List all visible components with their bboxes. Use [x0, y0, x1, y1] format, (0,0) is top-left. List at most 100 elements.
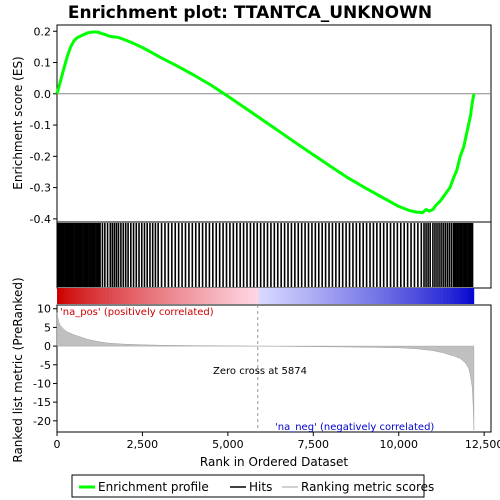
color-bar-segment	[407, 288, 412, 304]
color-bar-segment	[453, 288, 457, 304]
color-bar-segment	[376, 288, 381, 304]
color-bar-segment	[265, 288, 270, 304]
color-bar-segment	[237, 288, 242, 304]
color-bar-segment	[338, 288, 343, 304]
x-tick-label: 5,000	[212, 438, 244, 451]
color-bar-segment	[341, 288, 346, 304]
color-bar-segment	[185, 288, 190, 304]
color-bar-segment	[394, 288, 398, 304]
color-bar-segment	[195, 288, 200, 304]
color-bar-segment	[293, 288, 298, 304]
x-tick-label: 12,500	[465, 438, 500, 451]
color-bar-segment	[282, 288, 287, 304]
color-bar-segment	[303, 288, 308, 304]
color-bar-segment	[314, 288, 318, 304]
color-bar-segment	[390, 288, 395, 304]
es-tick-label: -0.4	[30, 213, 51, 226]
color-bar-segment	[400, 288, 405, 304]
legend-item-metric: Ranking metric scores	[301, 480, 434, 494]
color-bar-segment	[275, 288, 280, 304]
es-axis: 0.2 0.1 0.0 -0.1 -0.2 -0.3 -0.4	[30, 25, 57, 226]
color-bar-segment	[460, 288, 464, 304]
color-bar-segment	[456, 288, 461, 304]
color-bar-segment	[77, 288, 82, 304]
color-bar-segment	[373, 288, 377, 304]
color-bar-segment	[244, 288, 249, 304]
metric-tick-label: -15	[33, 396, 51, 409]
color-bar-segment	[81, 288, 86, 304]
color-bar-segment	[334, 288, 339, 304]
color-bar-segment	[289, 288, 294, 304]
metric-tick-label: 5	[44, 321, 51, 334]
color-bar-segment	[98, 288, 103, 304]
color-bar-segment	[95, 288, 99, 304]
color-bar-segment	[331, 288, 336, 304]
color-bar-segment	[102, 288, 106, 304]
color-bar-segment	[70, 288, 75, 304]
x-tick-label: 10,000	[379, 438, 418, 451]
color-bar-segment	[411, 288, 416, 304]
color-bar-segment	[418, 288, 423, 304]
legend: Enrichment profile Hits Ranking metric s…	[71, 474, 434, 498]
hits-layer	[56, 223, 474, 287]
color-bar-segment	[60, 288, 65, 304]
color-bar-segment	[268, 288, 273, 304]
color-bar-segment	[362, 288, 367, 304]
color-bar-segment	[432, 288, 436, 304]
color-bar-segment	[206, 288, 211, 304]
color-bar-segment	[380, 288, 384, 304]
color-bar-segment	[428, 288, 433, 304]
color-bar-segment	[300, 288, 304, 304]
color-bar-segment	[366, 288, 370, 304]
metric-panel-frame	[56, 304, 492, 433]
es-tick-label: -0.1	[30, 119, 51, 132]
metric-area-fill	[56, 312, 475, 431]
color-bar-segment	[182, 288, 186, 304]
color-bar-segment	[213, 288, 218, 304]
color-bar-segment	[355, 288, 360, 304]
color-bar-segment	[202, 288, 207, 304]
color-bar-segment	[209, 288, 214, 304]
color-bar-segment	[161, 288, 166, 304]
color-bar-segment	[136, 288, 141, 304]
color-bar-segment	[57, 288, 61, 304]
legend-item-profile: Enrichment profile	[98, 480, 209, 494]
color-bar-segment	[352, 288, 357, 304]
color-bar-segment	[414, 288, 419, 304]
color-bar-segment	[223, 288, 228, 304]
color-bar-segment	[154, 288, 159, 304]
color-bar-segment	[317, 288, 322, 304]
color-bar-segment	[133, 288, 138, 304]
color-bar-segment	[67, 288, 72, 304]
color-bar-segment	[261, 288, 266, 304]
color-bar-segment	[157, 288, 162, 304]
color-bar-segment	[255, 288, 259, 304]
color-bar-segment	[241, 288, 245, 304]
es-tick-label: -0.3	[30, 182, 51, 195]
zero-cross-annotation: Zero cross at 5874	[213, 366, 307, 377]
color-bar-segment	[435, 288, 440, 304]
es-tick-label: 0.2	[34, 25, 52, 38]
color-bar-segment	[404, 288, 409, 304]
color-bar-segment	[345, 288, 350, 304]
color-bar-segment	[272, 288, 277, 304]
x-tick-label: 7,500	[298, 438, 330, 451]
neg-annotation: 'na_neg' (negatively correlated)	[275, 422, 434, 433]
es-tick-label: 0.1	[34, 57, 52, 70]
color-bar-segment	[112, 288, 117, 304]
color-bar-segment	[168, 288, 172, 304]
pos-annotation: 'na_pos' (positively correlated)	[60, 307, 214, 318]
color-bar-segment	[296, 288, 301, 304]
color-bar-segment	[449, 288, 454, 304]
color-bar-segment	[310, 288, 315, 304]
color-bar-segment	[466, 288, 471, 304]
color-bar-segment	[220, 288, 225, 304]
metric-tick-label: 0	[44, 340, 51, 353]
es-tick-label: -0.2	[30, 150, 51, 163]
es-y-axis-label: Enrichment score (ES)	[11, 56, 25, 189]
color-bar-segment	[383, 288, 388, 304]
x-tick-label: 2,500	[127, 438, 159, 451]
color-bar-segment	[327, 288, 332, 304]
x-tick-label: 0	[54, 438, 61, 451]
